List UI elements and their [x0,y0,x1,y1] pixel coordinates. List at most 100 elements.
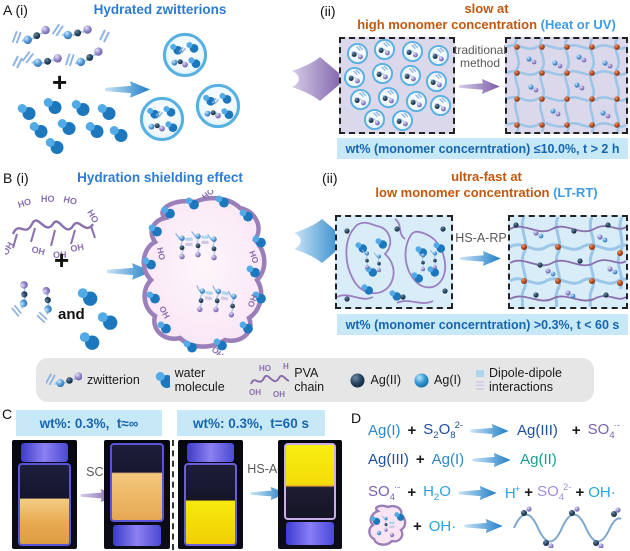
traditional-method-arrow-icon [459,78,500,95]
low-monomer-text: low monomer concentration [375,185,554,200]
ag2-sphere-icon [350,373,365,387]
eq2-arrow-icon [472,452,511,467]
eq3-water: H2O [423,482,451,503]
banner-c-left: wt%: 0.3%, t≈∞ [16,410,162,436]
eq4-arrow-icon [464,518,503,534]
eq3-hydroxyl-radical: OH· [588,484,616,501]
legend-bar: zwitterion water molecule HO HO OH OH PV… [36,358,594,402]
oh-label: OH [31,244,47,257]
ho-label: HO [41,194,55,204]
oh-label: OH [5,240,15,257]
ho-label: HO [283,362,290,371]
ho-label: HO [247,249,261,265]
equation-3: SO4·- + H2O H+ + SO42- + OH· [366,482,618,503]
legend-item-ag2: Ag(II) [350,373,401,388]
banner-b: wt% (monomer concerntration) >0.3%, t < … [337,314,628,335]
legend-label: Ag(II) [370,373,402,387]
ho-label: HO [155,246,168,261]
panel-c-label: C [2,406,13,422]
eq1-plus2: + [571,422,581,439]
banner-a: wt% (monomer concerntration) ≤10.0%, t >… [337,138,628,159]
eq2-agIII: Ag(III) [368,451,409,468]
hydrated-zwitterions-drawing [9,22,295,154]
plus-sign-a: + [52,67,68,97]
high-monomer-text: high monomer concentration [357,17,541,32]
eq3-arrow-icon [458,485,497,500]
eq3-sulfate-radical: SO4·- [368,482,401,503]
eq2-plus: + [415,451,425,468]
eq1-persulfate: S2O82- [423,420,464,441]
shielded-monomer-blob-icon [368,504,407,546]
panel-a-label: A (i) [3,2,28,18]
equation-1: Ag(I) + S2O82- Ag(III) + SO4·- [366,420,622,441]
panel-bii-title: ultra-fast at low monomer concentration … [345,169,628,201]
legend-item-zwitterion: zwitterion [46,369,140,391]
slow-at-line: slow at [464,1,509,16]
traditional-method-label: traditional method [452,44,508,70]
equation-2: Ag(III) + Ag(I) Ag(II) [366,451,559,468]
panel-b-title: Hydration shielding effect [77,170,243,185]
legend-item-water: water molecule [153,366,234,394]
ag1-sphere-icon [414,373,429,387]
ho-label: HO [259,364,271,373]
oh-label: OH [249,388,261,397]
ho-label: HO [85,208,100,225]
legend-item-ag1: Ag(I) [414,373,461,388]
legend-label: Ag(I) [434,373,462,387]
oh-label: OH [210,344,226,355]
heat-uv-text: (Heat or UV) [540,17,616,32]
eq1-sulfate-radical: SO4·- [587,420,620,441]
legend-label: zwitterion [87,373,140,387]
eq3-sulfate: SO42- [537,482,572,503]
panel-aii-title: slow at high monomer concentration (Heat… [345,1,628,33]
ho-label: HO [200,190,216,202]
oh-label: OH [53,250,67,260]
equation-4: + OH· [366,503,622,549]
oh-label: OH [245,293,259,308]
eq3-plus2: + [524,484,534,501]
micelle-solution-drawing [343,39,452,132]
eq1-plus1: + [407,422,417,439]
panel-a-title: Hydrated zwitterions [93,2,227,17]
eq4-plus: + [413,517,422,535]
zwitterion-icon [46,371,82,389]
eq1-agI: Ag(I) [368,422,401,439]
hydration-shielding-drawing: HO HO HO HO OH OH OH OH [5,190,267,355]
hs-a-rp-label: HS-A-RP [455,231,507,245]
oh-label: OH [70,242,85,254]
eq1-agIII: Ag(III) [517,422,558,439]
lt-rt-text: (LT-RT) [553,185,598,200]
panel-b-label: B (i) [3,170,29,186]
banner-c-right: wt%: 0.3%, t=60 s [177,410,325,436]
legend-item-dipole: Dipole-dipole interactions [474,366,588,394]
water-molecule-icon [155,372,170,388]
eq2-agII: Ag(II) [520,451,557,468]
photo-separator [172,440,174,550]
dipole-interaction-icon [476,370,485,390]
legend-label: PVA chain [294,366,325,394]
eq1-arrow-icon [470,423,509,438]
panel-d-label: D [351,410,362,426]
eq3-proton: H+ [504,483,521,502]
eq4-hydroxyl-radical: OH· [428,517,457,535]
method-text: method [459,56,501,70]
panel-aii-label: (ii) [320,3,336,19]
vial-photo-hsarp-before [178,440,243,549]
ho-label: HO [17,196,33,210]
shielded-solution-box [335,215,453,309]
micelle-solution-box [339,37,455,134]
vial-photo-hsarp-after [278,440,342,549]
eq2-agI: Ag(I) [431,451,465,468]
pva-chain-icon: HO HO OH OH [249,362,290,398]
eq3-plus3: + [575,484,585,501]
crosslinked-network-drawing-b [510,217,626,307]
legend-label: water molecule [174,366,225,394]
hs-a-rp-arrow-icon [460,250,501,267]
shielded-solution-drawing [337,218,448,304]
legend-item-pva: HO HO OH OH PVA chain [247,362,338,398]
polymer-chain-icon [513,506,622,548]
oh-label: OH [273,390,285,398]
ho-label: HO [63,194,78,207]
crosslinked-network-box-b [508,215,628,309]
